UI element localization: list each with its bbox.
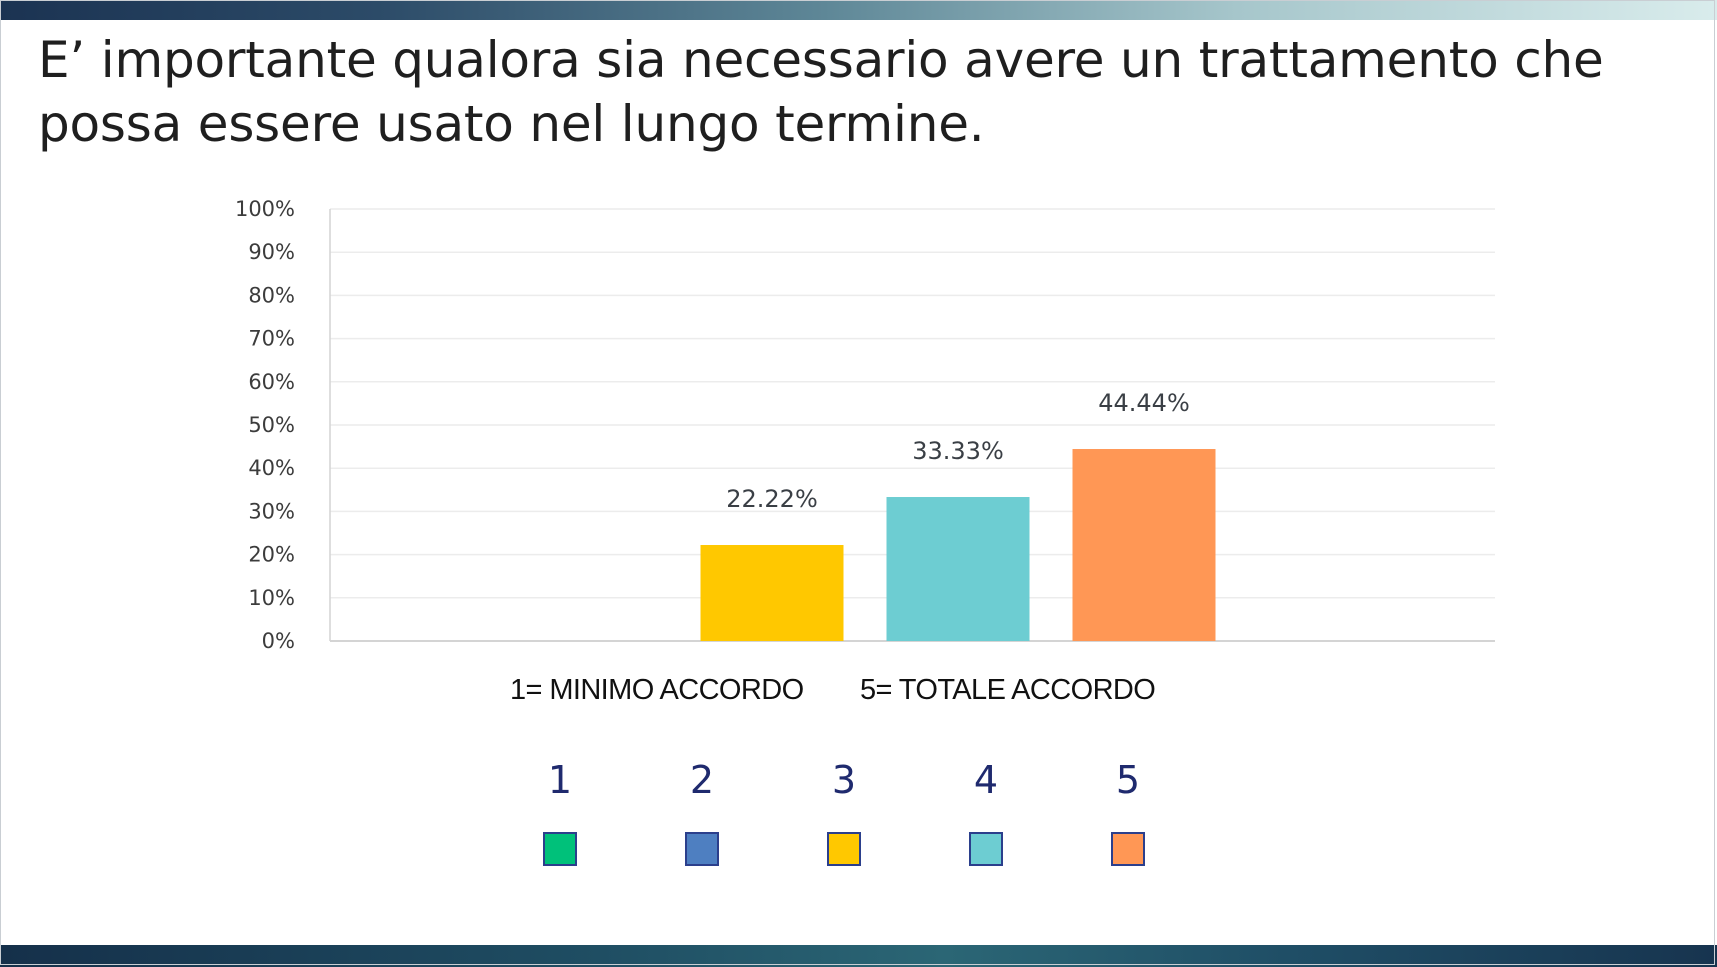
bar-5 <box>1072 449 1216 641</box>
legend-label-4: 4 <box>973 758 999 802</box>
y-tick-label: 20% <box>248 543 295 567</box>
legend-item-3: 3 <box>824 758 864 866</box>
legend-label-2: 2 <box>689 758 715 802</box>
data-label-4: 33.33% <box>912 437 1004 465</box>
legend-label-1: 1 <box>547 758 573 802</box>
slide-title: E’ importante qualora sia necessario ave… <box>38 31 1604 153</box>
legend-label-3: 3 <box>831 758 857 802</box>
y-tick-label: 50% <box>248 413 295 437</box>
y-tick-label: 60% <box>248 370 295 394</box>
y-tick-label: 70% <box>248 327 295 351</box>
legend-swatch-2 <box>685 832 719 866</box>
bottom-decorative-band <box>0 945 1717 967</box>
y-tick-label: 90% <box>248 240 295 264</box>
legend-item-4: 4 <box>966 758 1006 866</box>
top-decorative-band <box>0 0 1717 20</box>
bar-3 <box>700 545 844 641</box>
legend-item-5: 5 <box>1108 758 1148 866</box>
data-label-3: 22.22% <box>726 485 818 513</box>
y-tick-label: 40% <box>248 456 295 480</box>
legend-swatch-5 <box>1111 832 1145 866</box>
legend-item-2: 2 <box>682 758 722 866</box>
legend-item-1: 1 <box>540 758 580 866</box>
scale-caption-max: 5= TOTALE ACCORDO <box>860 674 1156 706</box>
y-tick-label: 30% <box>248 499 295 523</box>
data-label-5: 44.44% <box>1098 389 1190 417</box>
y-tick-label: 80% <box>248 283 295 307</box>
y-tick-label: 0% <box>262 629 295 653</box>
y-tick-label: 10% <box>248 586 295 610</box>
scale-caption-min: 1= MINIMO ACCORDO <box>510 674 804 706</box>
legend-swatch-3 <box>827 832 861 866</box>
bar-4 <box>886 497 1030 641</box>
legend-swatch-1 <box>543 832 577 866</box>
legend-label-5: 5 <box>1115 758 1141 802</box>
legend-swatch-4 <box>969 832 1003 866</box>
y-tick-label: 100% <box>235 197 295 221</box>
